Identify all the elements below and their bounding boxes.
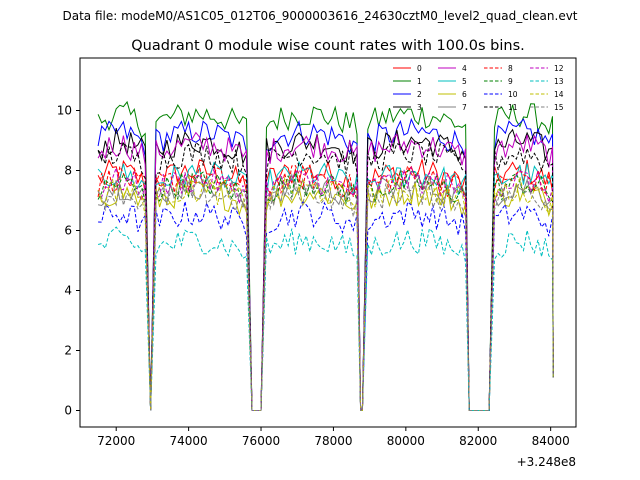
y-tick-label: 4	[64, 284, 72, 298]
y-axis: 0 2 4 6 8 10	[57, 104, 80, 418]
x-tick-label: 82000	[459, 434, 497, 448]
legend-label-10: 10	[508, 90, 518, 99]
y-tick-label: 0	[64, 404, 72, 418]
series-line-15	[97, 178, 554, 411]
x-tick-label: 72000	[97, 434, 135, 448]
legend-label-6: 6	[462, 90, 467, 99]
series-line-12	[97, 166, 554, 411]
legend-label-12: 12	[554, 64, 564, 73]
y-tick-label: 8	[64, 164, 72, 178]
x-axis: 72000 74000 76000 78000 80000 82000 84000	[97, 427, 570, 448]
legend-label-4: 4	[462, 64, 467, 73]
legend-label-7: 7	[462, 103, 467, 112]
legend-label-8: 8	[508, 64, 513, 73]
x-tick-label: 74000	[170, 434, 208, 448]
series-line-13	[97, 226, 554, 411]
y-tick-label: 2	[64, 344, 72, 358]
legend-label-14: 14	[554, 90, 564, 99]
plot-frame	[79, 57, 577, 428]
legend-label-9: 9	[508, 77, 513, 86]
legend-label-2: 2	[417, 90, 422, 99]
x-tick-label: 76000	[242, 434, 280, 448]
series-line-14	[97, 175, 554, 411]
y-tick-label: 6	[64, 224, 72, 238]
series-layer	[97, 100, 554, 411]
x-tick-label: 78000	[314, 434, 352, 448]
legend-label-5: 5	[462, 77, 467, 86]
legend-label-13: 13	[554, 77, 564, 86]
series-line-11	[97, 140, 554, 411]
legend-label-15: 15	[554, 103, 564, 112]
x-tick-label: 80000	[387, 434, 425, 448]
chart-suptitle: Data file: modeM0/AS1C05_012T06_90000036…	[62, 9, 577, 23]
x-tick-label: 84000	[532, 434, 570, 448]
legend-label-0: 0	[417, 64, 422, 73]
legend-label-3: 3	[417, 103, 422, 112]
x-offset-label: +3.248e8	[517, 455, 576, 469]
y-tick-label: 10	[57, 104, 72, 118]
chart-title: Quadrant 0 module wise count rates with …	[131, 38, 525, 54]
legend-label-11: 11	[508, 103, 518, 112]
legend-label-1: 1	[417, 77, 422, 86]
